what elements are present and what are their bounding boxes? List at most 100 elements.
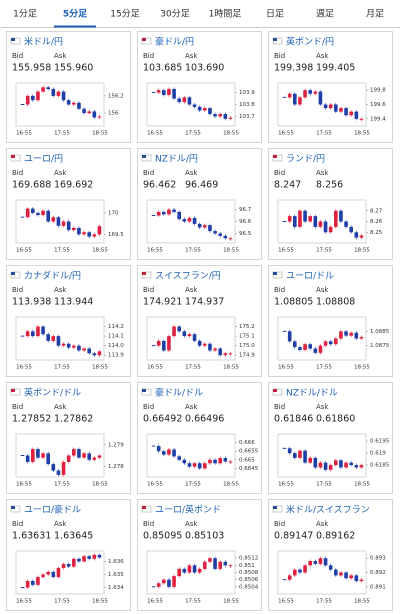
candle (344, 221, 348, 227)
y-tick-label: 1.634 (108, 585, 124, 591)
flag-mark (273, 389, 277, 392)
candle (334, 460, 338, 466)
y-tick-label: 0.8512 (239, 556, 258, 562)
y-tick-label: 0.619 (370, 451, 386, 457)
candle (208, 225, 212, 232)
candle (344, 462, 348, 468)
x-tick-label: 17:55 (316, 248, 332, 254)
candle (303, 210, 307, 222)
y-tick-label: 96.6 (239, 219, 252, 225)
pair-name[interactable]: ユーロ/豪ドル (24, 504, 81, 516)
pair-name[interactable]: ランド/円 (286, 154, 325, 165)
pair-name[interactable]: ユーロ/英ポンド (155, 504, 221, 516)
candle (354, 332, 359, 339)
candle (298, 450, 302, 458)
candle (203, 225, 207, 228)
pair-name[interactable]: スイスフラン/円 (155, 271, 221, 282)
candle (92, 457, 97, 460)
x-tick-label: 18:55 (92, 482, 108, 488)
bid-label: Bid (12, 286, 23, 294)
candle (167, 449, 171, 455)
chart-frame (15, 199, 105, 244)
panel (137, 499, 262, 611)
candle (287, 448, 292, 454)
x-tick-label: 16:55 (278, 599, 294, 605)
pair-name[interactable]: NZドル/円 (155, 154, 198, 165)
x-tick-label: 18:55 (92, 365, 108, 371)
flag-mark (273, 506, 277, 509)
candle (354, 575, 359, 582)
candle (359, 118, 364, 120)
panel (268, 499, 393, 611)
flag-mark (273, 38, 277, 41)
ask-value: 103.690 (185, 63, 224, 74)
y-tick-label: 1.635 (108, 572, 124, 578)
panel (268, 382, 393, 494)
candle (318, 91, 323, 105)
candle (359, 579, 364, 582)
candle (187, 565, 192, 573)
pair-name[interactable]: 米ドル/スイスフラン (286, 504, 370, 516)
bid-label: Bid (274, 169, 285, 177)
tab[interactable]: 1時間足 (209, 9, 242, 20)
tab-bar (0, 0, 400, 28)
pair-name[interactable]: NZドル/ドル (286, 389, 338, 399)
x-tick-label: 16:55 (147, 131, 163, 137)
candle (208, 108, 212, 115)
tab[interactable]: 1分足 (13, 9, 37, 20)
bid-label: Bid (274, 520, 285, 528)
candle (359, 235, 364, 238)
pair-name[interactable]: ユーロ/円 (24, 154, 63, 165)
candle (167, 579, 171, 587)
y-tick-label: 1.278 (108, 464, 124, 470)
tab[interactable]: 5分足 (63, 8, 88, 20)
tab[interactable]: 15分足 (110, 9, 139, 20)
candle (46, 87, 50, 90)
candle (218, 233, 222, 236)
panel (6, 499, 131, 611)
candle (177, 568, 181, 577)
candle (97, 351, 102, 356)
pair-name[interactable]: 米ドル/円 (24, 36, 63, 48)
bid-value: 1.63631 (12, 531, 51, 542)
candle (25, 208, 30, 218)
candle (298, 569, 302, 573)
x-tick-label: 18:55 (223, 365, 239, 371)
pair-name[interactable]: 豪ドル/円 (155, 36, 194, 48)
pair-name[interactable]: 豪ドル/ドル (155, 387, 203, 399)
tab[interactable]: 日足 (266, 9, 284, 20)
tab[interactable]: 30分足 (160, 9, 189, 20)
candle (208, 558, 212, 562)
candle (197, 106, 202, 111)
candle (172, 88, 176, 99)
tab[interactable]: 月足 (366, 9, 384, 20)
candle (41, 453, 45, 458)
ask-label: Ask (316, 169, 329, 177)
pair-name[interactable]: カナダドル/円 (24, 270, 81, 282)
y-tick-label: 175.2 (239, 324, 255, 330)
bid-value: 155.958 (12, 63, 51, 74)
y-tick-label: 0.851 (239, 563, 255, 569)
candle (46, 334, 50, 341)
candle (192, 565, 197, 573)
y-tick-label: 175.1 (239, 334, 255, 340)
candle (87, 232, 91, 237)
tab[interactable]: 週足 (316, 9, 334, 20)
candle (313, 91, 318, 94)
ask-value: 0.66496 (185, 414, 224, 425)
candle (36, 212, 40, 216)
candle (223, 114, 228, 119)
ask-label: Ask (54, 169, 67, 177)
pair-name[interactable]: 英ポンド/ドル (24, 387, 81, 399)
candle (177, 326, 181, 332)
candle (218, 114, 222, 117)
candle (328, 104, 333, 109)
candle (187, 97, 192, 105)
candle (46, 571, 50, 575)
pair-name[interactable]: 英ポンド/円 (286, 36, 334, 48)
pair-name[interactable]: ユーロ/ドル (286, 272, 334, 282)
candle (97, 554, 102, 558)
candle (328, 341, 333, 345)
candle (344, 572, 348, 579)
candle (223, 353, 228, 356)
